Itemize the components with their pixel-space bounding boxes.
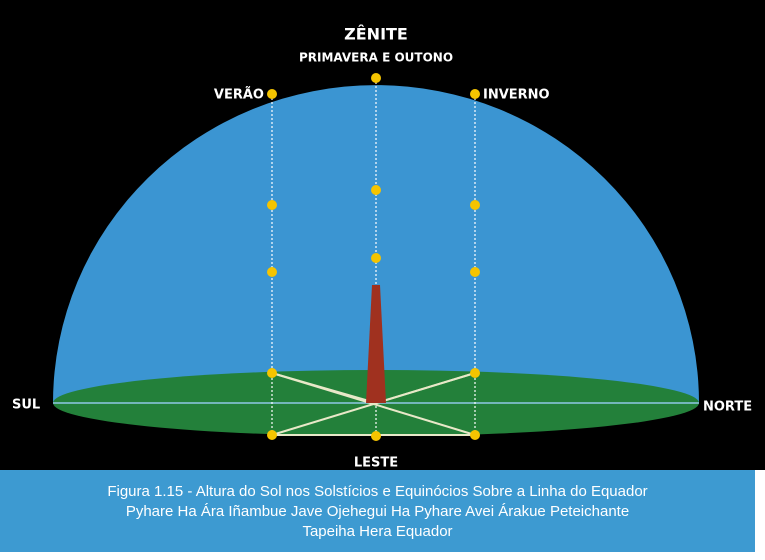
caption: Figura 1.15 - Altura do Sol nos Solstíci… <box>0 470 755 552</box>
gnomon <box>366 285 386 403</box>
sun-paths <box>271 78 476 436</box>
sun-positions <box>267 73 480 441</box>
label-summer: VERÃO <box>214 87 264 103</box>
caption-line: Pyhare Ha Ára Iñambue Jave Ojehegui Ha P… <box>125 503 630 520</box>
label-north: NORTE <box>703 400 752 415</box>
label-equinox: PRIMAVERA E OUTONO <box>299 51 453 65</box>
sky-dome <box>53 85 699 403</box>
label-south: SUL <box>12 398 40 413</box>
caption-line: Tapeiha Hera Equador <box>302 523 453 540</box>
caption-line: Figura 1.15 - Altura do Sol nos Solstíci… <box>107 483 648 500</box>
label-east: LESTE <box>354 456 398 471</box>
diagram: ZÊNITE PRIMAVERA E OUTONO VERÃO INVERNO … <box>0 0 765 470</box>
label-winter: INVERNO <box>483 88 550 103</box>
label-zenith: ZÊNITE <box>344 25 408 44</box>
